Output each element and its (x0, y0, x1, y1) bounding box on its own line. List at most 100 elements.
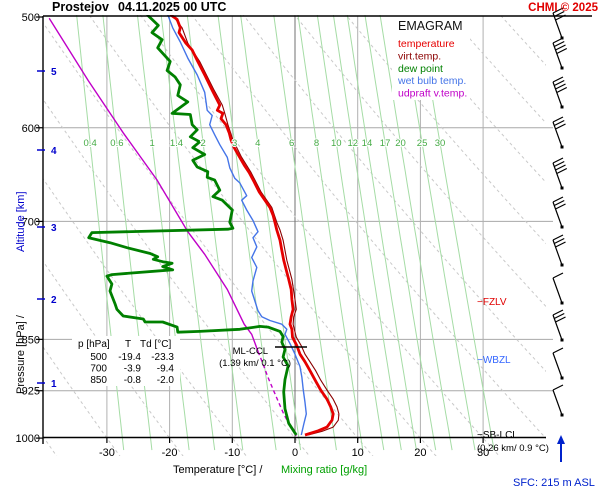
curve-wet_bulb (167, 15, 307, 436)
table-cell: -19.4 (118, 352, 141, 363)
wind-barb-column (552, 7, 568, 417)
wind-barb-feather (552, 196, 564, 203)
table-cell: 700 (90, 364, 107, 375)
curve-virt_temp (171, 15, 340, 436)
mixing-ratio-value-label: 3 (232, 138, 237, 149)
wind-barb-feather (556, 167, 568, 175)
mixing-ratio-value-label: 30 (435, 138, 446, 149)
wind-barb-feather (555, 44, 566, 51)
wind-barb-staff (552, 277, 563, 304)
mixing-ratio-line (316, 15, 385, 451)
mixing-ratio-line (400, 15, 476, 451)
table-cell: 850 (90, 375, 107, 386)
temperature-tick-label: 30 (477, 447, 489, 459)
legend-item-virt-temp-: virt.temp. (398, 50, 441, 62)
wind-barb-feather (553, 199, 565, 207)
temperature-tick-label: 10 (352, 447, 364, 459)
table-header: T (125, 339, 131, 350)
dry-adiabat (43, 98, 311, 456)
pressure-axis-label: Pressure [hPa] / (15, 314, 27, 394)
wind-barb (552, 384, 564, 417)
mixing-ratio-value-label: 6 (289, 138, 294, 149)
mixing-ratio-line (240, 15, 302, 451)
table-cell: 500 (90, 352, 107, 363)
table-header: p [hPa] (78, 339, 110, 350)
mixing-ratio-line (297, 15, 364, 451)
mixing-ratio-line (332, 15, 402, 451)
sounding-datetime: 04.11.2025 00 UTC (118, 0, 226, 14)
mixing-ratio-value-label: 0.4 (84, 138, 97, 149)
wind-barb-staff (552, 162, 563, 189)
wind-barb (552, 196, 566, 229)
pressure-tick-label: 925 (22, 386, 40, 398)
altitude-tick-label: 1 (51, 379, 57, 390)
altitude-axis-label: Altitude [km] (15, 191, 27, 252)
dry-adiabat (43, 21, 374, 456)
wind-barb-feather (552, 272, 564, 279)
mixing-ratio-lines (76, 15, 495, 451)
wind-barb-staff (552, 81, 563, 108)
pressure-tick-label: 1000 (16, 433, 40, 445)
dry-adiabat (499, 15, 546, 66)
curve-temperature (169, 15, 335, 437)
wind-barb-feather (555, 241, 566, 248)
wind-barb-feather (553, 79, 565, 87)
legend-item-udpraft-v-temp-: udpraft v.temp. (398, 88, 467, 100)
mixing-ratio-line (417, 15, 495, 451)
white-backplates (72, 14, 470, 386)
wind-barb-staff (552, 389, 563, 416)
wind-barb (552, 272, 564, 305)
mixing-ratio-value-label: 12 (347, 138, 358, 149)
axes-frame (42, 15, 592, 444)
mixing-ratio-value-label: 20 (395, 138, 406, 149)
mixing-ratio-line (346, 15, 417, 451)
wind-barb (552, 76, 568, 109)
dry-adiabat (191, 15, 546, 440)
mixing-ratio-value-label: 17 (380, 138, 391, 149)
mixing-ratio-line (76, 15, 125, 451)
station-name: Prostejov (52, 0, 109, 14)
pressure-tick-label: 700 (22, 216, 40, 228)
wind-barb-feather (552, 76, 564, 83)
pressure-tick-label: 600 (22, 123, 40, 135)
table-cell: -23.3 (151, 352, 174, 363)
mixing-ratio-value-label: 25 (417, 138, 428, 149)
legend-item-dew-point: dew point (398, 63, 443, 75)
copyright-label: CHMI © 2025 (528, 2, 598, 14)
wind-barb (552, 347, 564, 380)
wind-barb-feather (553, 237, 565, 245)
wind-barb-staff (552, 42, 563, 69)
mixing-ratio-line (364, 15, 437, 451)
ml-ccl-label: ML-CCL (233, 346, 268, 357)
dry-adiabat (43, 260, 184, 456)
table-cell: -0.8 (124, 375, 142, 386)
legend-item-wet-bulb-temp-: wet bulb temp. (397, 75, 466, 87)
sounding-curves (48, 15, 340, 437)
wind-barb-feather (555, 14, 566, 21)
table-header: Td [°C] (140, 339, 171, 350)
wind-barb-feather (553, 40, 565, 48)
wind-barb (552, 37, 568, 70)
mixing-ratio-line (102, 15, 153, 451)
wind-barb-feather (552, 7, 564, 14)
mixing-ratio-value-label: 1 (150, 138, 155, 149)
curve-updraft_virt_temp (48, 17, 259, 352)
mixing-ratio-value-label: 10 (331, 138, 342, 149)
wind-barb (552, 234, 566, 267)
mixing-ratio-labels: 0.4 0.6 1 1.4 2 3 4 6 8 10 12 14 17 20 25 30 (83, 137, 447, 150)
table-cell: -2.0 (157, 375, 175, 386)
wind-barb (552, 157, 568, 190)
mixing-ratio-line (273, 15, 337, 451)
mixing-ratio-value-label: 1.4 (170, 138, 183, 149)
surface-elevation-label: SFC: 215 m ASL (513, 477, 595, 489)
mixing-ratio-value-label: 8 (314, 138, 319, 149)
wind-barb-feather (552, 384, 564, 391)
wind-barb-feather (553, 312, 565, 320)
legend-backplate (392, 14, 470, 100)
wind-barb-feather (552, 347, 564, 354)
temperature-tick-label: -20 (162, 447, 178, 459)
wind-barb-staff (552, 121, 563, 148)
mixing-ratio-value-label: 4 (255, 138, 260, 149)
